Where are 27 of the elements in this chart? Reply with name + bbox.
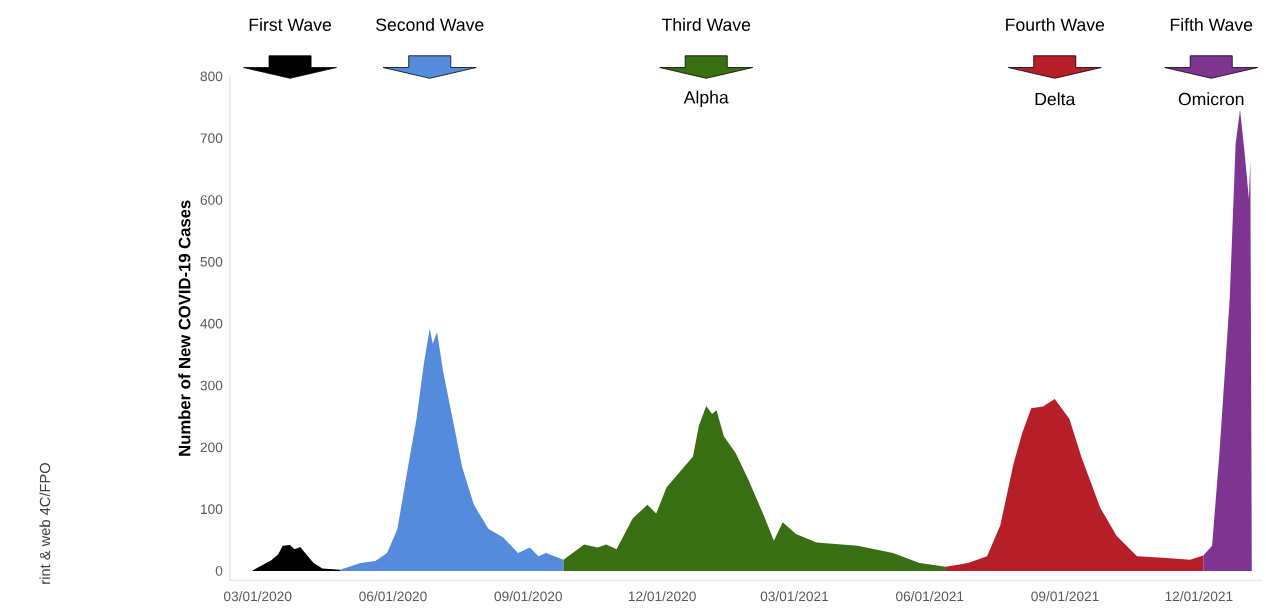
annotation: Alpha — [683, 90, 729, 108]
y-tick-label: 0 — [215, 566, 223, 576]
text: Third Wave — [661, 18, 751, 32]
text: Fourth Wave — [1006, 18, 1105, 32]
text: First Wave — [249, 18, 332, 32]
text: Second Wave — [376, 18, 484, 32]
x-tick-label: 03/01/2020 — [223, 591, 292, 602]
y-tick-label: 500 — [200, 257, 223, 267]
text: Fifth Wave — [1170, 18, 1253, 32]
y-axis-title: Number of New COVID-19 Cases — [178, 200, 191, 456]
text: rint & web 4C/FPO — [39, 463, 51, 584]
x-tick-label: 09/01/2021 — [1031, 591, 1099, 602]
x-tick-label: 06/01/2021 — [895, 591, 964, 602]
y-tick-label: 100 — [201, 504, 223, 515]
x-tick-label: 06/01/2020 — [359, 591, 427, 602]
x-tick-label: 09/01/2020 — [494, 591, 563, 602]
x-tick-label: 12/01/2021 — [1165, 591, 1233, 602]
x-tick-label: 03/01/2021 — [760, 591, 829, 602]
annotation: Delta — [1035, 92, 1076, 106]
annotation: Omicron — [1178, 92, 1244, 106]
y-tick-label: 800 — [200, 71, 223, 82]
y-tick-label: 300 — [200, 380, 223, 391]
x-tick-label: 12/01/2020 — [628, 591, 696, 602]
y-tick-label: 200 — [200, 442, 223, 453]
y-tick-label: 600 — [200, 195, 223, 205]
y-tick-label: 400 — [200, 318, 223, 329]
y-tick-label: 700 — [200, 133, 223, 144]
